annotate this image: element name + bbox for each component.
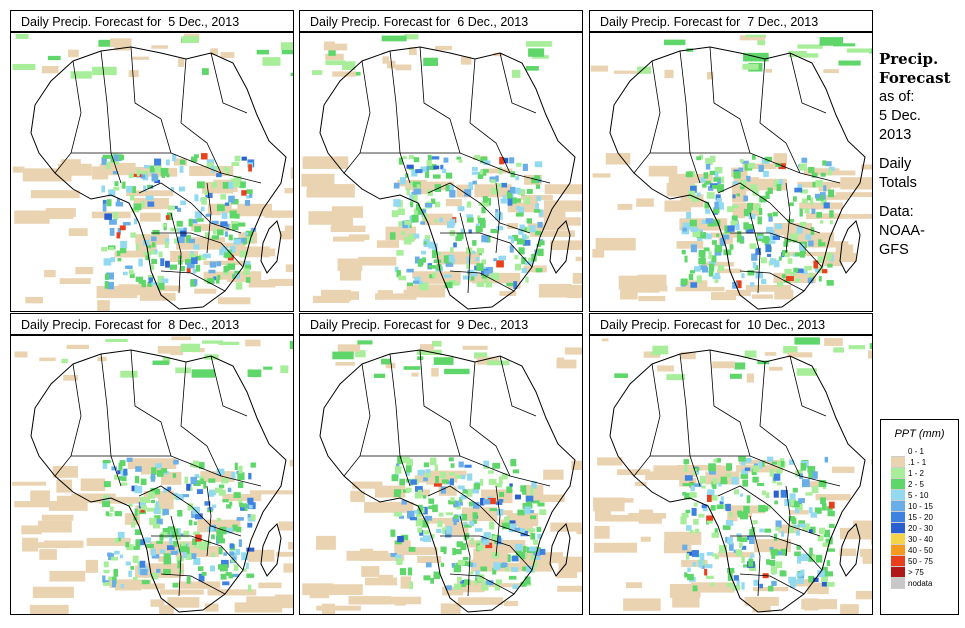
legend-label: 1 - 2 bbox=[908, 469, 925, 478]
legend-item: nodata bbox=[891, 578, 958, 589]
precip-cells bbox=[593, 337, 872, 614]
legend-label: 10 - 15 bbox=[908, 502, 933, 511]
precip-cells bbox=[12, 336, 293, 614]
legend-label: 2 - 5 bbox=[908, 480, 925, 489]
legend-item: 0 - 1 bbox=[891, 446, 958, 457]
precip-map bbox=[589, 32, 873, 312]
map-canvas bbox=[12, 33, 293, 311]
data-line1: Data: bbox=[879, 204, 914, 220]
legend-label: > 75 bbox=[908, 568, 924, 577]
precip-map bbox=[10, 32, 294, 312]
legend-label: 5 - 10 bbox=[908, 491, 929, 500]
legend-item: 1 - 2 bbox=[891, 468, 958, 479]
legend-swatch bbox=[891, 501, 905, 512]
legend-label: 50 - 75 bbox=[908, 557, 933, 566]
legend-label: 40 - 50 bbox=[908, 546, 933, 555]
legend-swatch bbox=[891, 556, 905, 567]
legend-title: PPT (mm) bbox=[894, 428, 945, 440]
legend-item: 40 - 50 bbox=[891, 545, 958, 556]
legend-swatch bbox=[891, 468, 905, 479]
forecast-panel-day1: Daily Precip. Forecast for 5 Dec., 2013 bbox=[10, 10, 298, 315]
legend-item: 20 - 30 bbox=[891, 523, 958, 534]
forecast-panel-day2: Daily Precip. Forecast for 6 Dec., 2013 bbox=[299, 10, 587, 315]
asof-line2: 5 Dec. bbox=[879, 108, 921, 124]
legend-item: .1 - 1 bbox=[891, 457, 958, 468]
daily-line2: Totals bbox=[879, 175, 917, 191]
legend-label: nodata bbox=[908, 579, 933, 588]
forecast-panel-day3: Daily Precip. Forecast for 7 Dec., 2013 bbox=[589, 10, 877, 315]
map-canvas bbox=[301, 34, 582, 310]
precip-legend: PPT (mm) 0 - 1 .1 - 1 1 - 2 2 - 5 5 - 10 10 -… bbox=[880, 419, 959, 615]
asof-line3: 2013 bbox=[879, 127, 912, 143]
side-title-line2: Forecast bbox=[879, 69, 951, 87]
legend-label: 0 - 1 bbox=[908, 447, 925, 456]
precip-cells bbox=[12, 33, 293, 311]
panel-title: Daily Precip. Forecast for 9 Dec., 2013 bbox=[299, 313, 583, 335]
forecast-panel-day5: Daily Precip. Forecast for 9 Dec., 2013 bbox=[299, 313, 587, 618]
legend-swatch bbox=[891, 457, 905, 468]
data-line2: NOAA- bbox=[879, 223, 925, 239]
data-line3: GFS bbox=[879, 242, 909, 258]
panel-title: Daily Precip. Forecast for 5 Dec., 2013 bbox=[10, 10, 294, 32]
legend-swatch bbox=[891, 567, 905, 578]
legend-item: 15 - 20 bbox=[891, 512, 958, 523]
legend-swatch bbox=[891, 512, 905, 523]
legend-label: .1 - 1 bbox=[908, 458, 927, 467]
legend-item: 30 - 40 bbox=[891, 534, 958, 545]
legend-item: 10 - 15 bbox=[891, 501, 958, 512]
map-canvas bbox=[12, 336, 293, 614]
daily-line1: Daily bbox=[879, 156, 912, 172]
panel-title: Daily Precip. Forecast for 7 Dec., 2013 bbox=[589, 10, 873, 32]
legend-swatch bbox=[891, 523, 905, 534]
precip-cells bbox=[301, 34, 582, 304]
legend-item: 50 - 75 bbox=[891, 556, 958, 567]
side-title-line1: Precip. bbox=[879, 50, 939, 68]
precip-cells bbox=[302, 340, 582, 614]
map-canvas bbox=[590, 34, 872, 310]
legend-swatch bbox=[891, 578, 905, 589]
panel-title: Daily Precip. Forecast for 8 Dec., 2013 bbox=[10, 313, 294, 335]
legend-swatch bbox=[891, 534, 905, 545]
asof-line1: as of: bbox=[879, 89, 915, 105]
side-info: Precip. Forecast as of: 5 Dec. 2013 Dail… bbox=[879, 50, 965, 260]
legend-swatch bbox=[891, 545, 905, 556]
precip-map bbox=[589, 335, 873, 615]
legend-swatch bbox=[891, 490, 905, 501]
panel-title: Daily Precip. Forecast for 6 Dec., 2013 bbox=[299, 10, 583, 32]
forecast-panel-day4: Daily Precip. Forecast for 8 Dec., 2013 bbox=[10, 313, 298, 618]
legend-label: 15 - 20 bbox=[908, 513, 933, 522]
legend-label: 30 - 40 bbox=[908, 535, 933, 544]
precip-cells bbox=[590, 34, 872, 302]
legend-rows: 0 - 1 .1 - 1 1 - 2 2 - 5 5 - 10 10 - 15 15 - 2… bbox=[881, 446, 958, 589]
precip-map bbox=[299, 32, 583, 312]
panel-title: Daily Precip. Forecast for 10 Dec., 2013 bbox=[589, 313, 873, 335]
forecast-panel-day6: Daily Precip. Forecast for 10 Dec., 2013 bbox=[589, 313, 877, 618]
legend-swatch bbox=[891, 479, 905, 490]
precip-map bbox=[10, 335, 294, 615]
legend-item: > 75 bbox=[891, 567, 958, 578]
legend-item: 2 - 5 bbox=[891, 479, 958, 490]
legend-swatch bbox=[891, 446, 905, 457]
legend-label: 20 - 30 bbox=[908, 524, 933, 533]
legend-item: 5 - 10 bbox=[891, 490, 958, 501]
precip-map bbox=[299, 335, 583, 615]
map-canvas bbox=[593, 337, 872, 614]
map-canvas bbox=[302, 340, 582, 614]
